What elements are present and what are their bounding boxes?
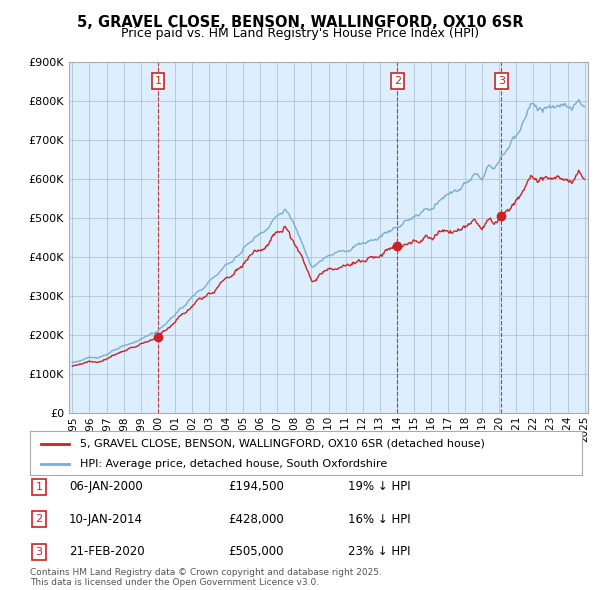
Text: 1: 1: [35, 482, 43, 491]
Text: Contains HM Land Registry data © Crown copyright and database right 2025.
This d: Contains HM Land Registry data © Crown c…: [30, 568, 382, 587]
Text: 21-FEB-2020: 21-FEB-2020: [69, 545, 145, 558]
Text: 3: 3: [498, 76, 505, 86]
Text: 16% ↓ HPI: 16% ↓ HPI: [348, 513, 410, 526]
Text: HPI: Average price, detached house, South Oxfordshire: HPI: Average price, detached house, Sout…: [80, 459, 387, 469]
Text: 2: 2: [394, 76, 401, 86]
Text: 3: 3: [35, 547, 43, 556]
Text: £428,000: £428,000: [228, 513, 284, 526]
Text: 19% ↓ HPI: 19% ↓ HPI: [348, 480, 410, 493]
Text: £505,000: £505,000: [228, 545, 284, 558]
Text: 10-JAN-2014: 10-JAN-2014: [69, 513, 143, 526]
Text: 2: 2: [35, 514, 43, 524]
Text: 5, GRAVEL CLOSE, BENSON, WALLINGFORD, OX10 6SR: 5, GRAVEL CLOSE, BENSON, WALLINGFORD, OX…: [77, 15, 523, 30]
Text: 1: 1: [154, 76, 161, 86]
Text: £194,500: £194,500: [228, 480, 284, 493]
Text: 5, GRAVEL CLOSE, BENSON, WALLINGFORD, OX10 6SR (detached house): 5, GRAVEL CLOSE, BENSON, WALLINGFORD, OX…: [80, 439, 485, 449]
Text: 06-JAN-2000: 06-JAN-2000: [69, 480, 143, 493]
Text: 23% ↓ HPI: 23% ↓ HPI: [348, 545, 410, 558]
Text: Price paid vs. HM Land Registry's House Price Index (HPI): Price paid vs. HM Land Registry's House …: [121, 27, 479, 40]
